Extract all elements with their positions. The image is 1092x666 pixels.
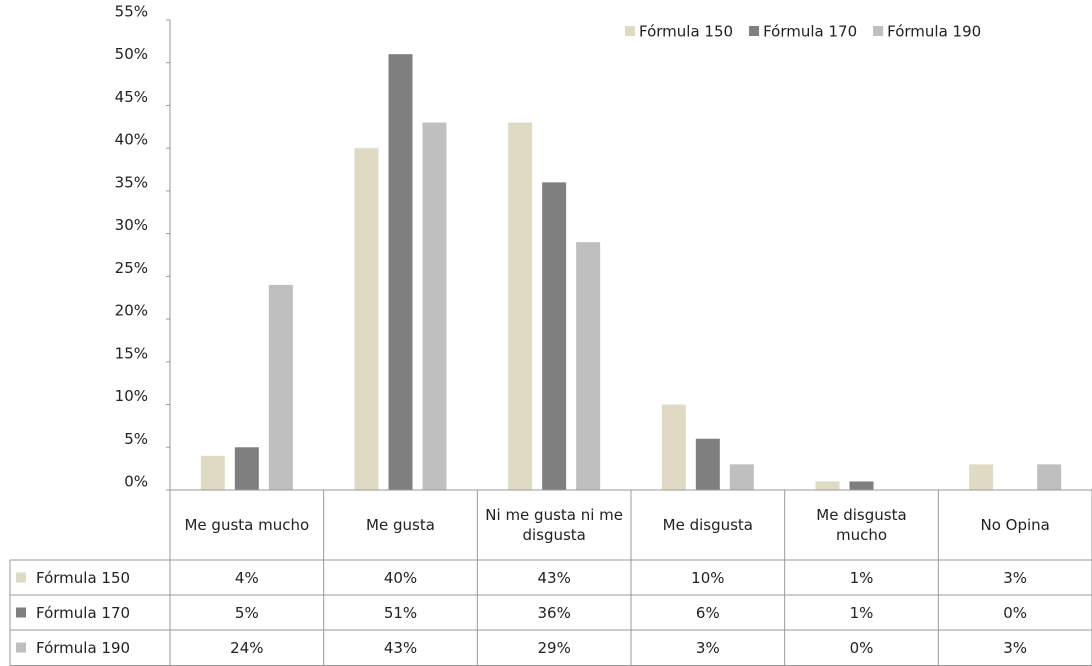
legend-label: Fórmula 170 <box>763 23 857 41</box>
y-tick-label: 15% <box>115 344 148 362</box>
y-tick-label: 5% <box>124 430 148 448</box>
table-value: 36% <box>537 603 571 622</box>
y-tick-label: 35% <box>115 173 148 191</box>
table-row-header: Fórmula 190 <box>36 638 131 657</box>
legend-swatch <box>16 607 26 618</box>
table-row-header: Fórmula 150 <box>36 568 131 587</box>
table-value: 40% <box>383 568 418 587</box>
category-label: Me gusta mucho <box>184 516 310 534</box>
y-tick-label: 55% <box>115 3 148 21</box>
legend-label: Fórmula 190 <box>887 23 981 41</box>
legend-label: Fórmula 150 <box>639 23 733 41</box>
table-value: 1% <box>849 603 874 622</box>
category-label: Me disgusta <box>662 516 753 534</box>
table-value: 43% <box>537 568 571 587</box>
table-value: 0% <box>1003 603 1028 622</box>
legend-swatch <box>873 26 884 36</box>
legend-swatch <box>16 572 26 583</box>
legend-swatch <box>749 26 760 36</box>
y-tick-label: 0% <box>124 473 148 491</box>
bar <box>508 122 533 490</box>
bar <box>388 54 413 490</box>
bar <box>815 481 840 490</box>
bar <box>268 284 293 490</box>
bar <box>422 122 447 490</box>
table-value: 4% <box>234 568 259 587</box>
table-value: 3% <box>1003 638 1028 657</box>
table-row-header: Fórmula 170 <box>36 603 131 622</box>
table-value: 1% <box>849 568 874 587</box>
table-value: 10% <box>691 568 725 587</box>
bar <box>576 242 601 490</box>
y-tick-label: 45% <box>115 88 148 106</box>
bar <box>200 455 225 490</box>
bar <box>849 481 874 490</box>
table-value: 5% <box>234 603 259 622</box>
bar <box>729 464 754 490</box>
bar <box>661 404 686 490</box>
bar <box>969 464 994 490</box>
category-label: No Opina <box>980 516 1050 534</box>
bar <box>1037 464 1062 490</box>
y-tick-label: 50% <box>115 45 148 63</box>
table-value: 3% <box>695 638 720 657</box>
y-tick-label: 40% <box>115 131 148 149</box>
table-value: 3% <box>1003 568 1028 587</box>
y-tick-label: 20% <box>115 302 148 320</box>
bar <box>354 148 379 490</box>
legend-swatch <box>16 642 26 653</box>
table-value: 29% <box>537 638 571 657</box>
bar <box>542 182 567 490</box>
y-tick-label: 30% <box>115 216 148 234</box>
category-label: Me gusta <box>366 516 435 534</box>
table-value: 0% <box>849 638 874 657</box>
table-value: 24% <box>230 638 264 657</box>
category-label: Ni me gusta ni me disgusta <box>485 506 624 544</box>
bar <box>695 438 720 490</box>
bar <box>234 447 259 490</box>
table-value: 6% <box>695 603 720 622</box>
legend-swatch <box>625 26 635 36</box>
table-value: 43% <box>383 638 418 657</box>
table-value: 51% <box>383 603 418 622</box>
y-tick-label: 25% <box>115 259 148 277</box>
y-tick-label: 10% <box>115 387 148 405</box>
category-label: Me disgusta mucho <box>816 506 907 544</box>
